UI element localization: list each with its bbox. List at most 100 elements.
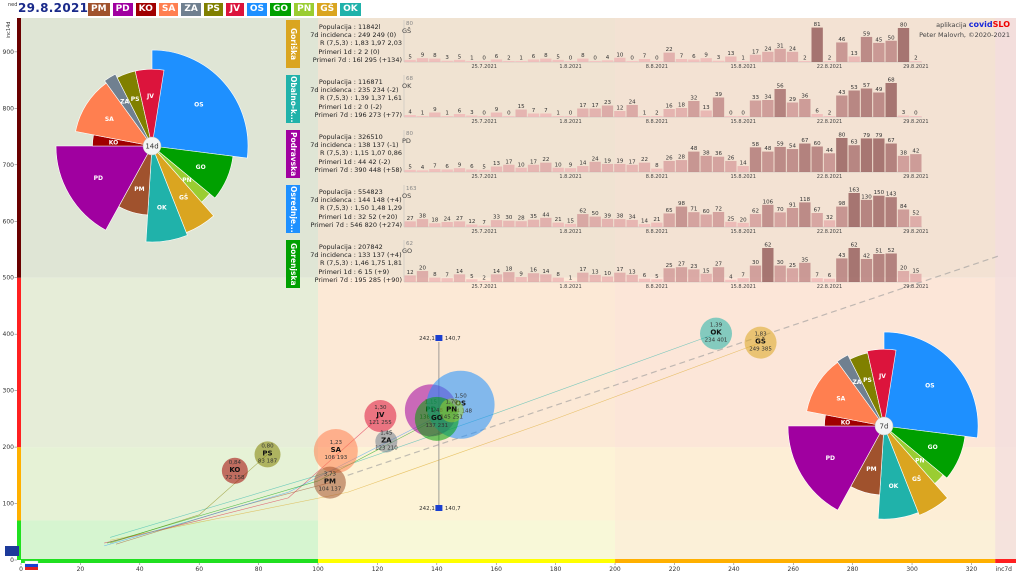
bar-value-label: 150 bbox=[874, 190, 885, 196]
flag-white bbox=[24, 560, 39, 565]
bar bbox=[614, 272, 626, 282]
bar-value-label: 43 bbox=[838, 90, 845, 96]
bar bbox=[873, 42, 885, 62]
bar bbox=[453, 274, 466, 282]
bar-value-label: 25 bbox=[789, 263, 796, 269]
bar-date-tick: 22.8.2021 bbox=[817, 284, 842, 290]
bar bbox=[749, 100, 762, 117]
bar-value-label: 38 bbox=[900, 150, 907, 156]
bar bbox=[897, 271, 910, 282]
region-tab-GO[interactable]: Gorenjska bbox=[286, 240, 300, 288]
bar-value-label: 1 bbox=[445, 111, 449, 117]
bar bbox=[725, 116, 737, 117]
bar bbox=[762, 151, 774, 172]
bar-value-label: 43 bbox=[838, 253, 845, 259]
pie-center bbox=[874, 416, 894, 436]
bar-value-label: 38 bbox=[616, 214, 623, 220]
bubble-r-value: 1,48 bbox=[431, 408, 444, 414]
bar-value-label: 53 bbox=[851, 85, 858, 91]
legend-chip-2[interactable]: KO bbox=[135, 3, 156, 16]
bar-value-label: 7 bbox=[482, 220, 486, 226]
region-tab-OK[interactable]: Obalno-k... bbox=[286, 75, 300, 123]
pie-slice-ZA bbox=[836, 354, 885, 427]
bar-value-label: 30 bbox=[777, 260, 784, 266]
bar bbox=[749, 265, 762, 282]
bar-value-label: 6 bbox=[458, 109, 462, 115]
bar bbox=[873, 254, 885, 282]
bar-value-label: 62 bbox=[764, 243, 771, 249]
bar-date-tick: 8.8.2021 bbox=[646, 229, 668, 235]
legend-chip-3[interactable]: SA bbox=[158, 3, 179, 16]
region-tab-PD[interactable]: Podravska bbox=[286, 130, 300, 178]
y-tick-label: 400 bbox=[3, 331, 15, 338]
stat-label-inc: 7d incidenca : bbox=[310, 196, 356, 205]
bar-value-label: 10 bbox=[518, 162, 525, 168]
x-tick-label: 200 bbox=[609, 566, 621, 573]
legend-chip-10[interactable]: GŠ bbox=[317, 3, 338, 16]
bar bbox=[540, 162, 552, 172]
bar bbox=[478, 116, 490, 117]
bar bbox=[441, 169, 453, 172]
bar bbox=[638, 162, 651, 172]
bar-value-label: 19 bbox=[616, 158, 623, 164]
stat-value-r: 1,46 1,75 1,81 bbox=[354, 259, 402, 268]
bar bbox=[762, 204, 774, 227]
risk-bar-v-0 bbox=[17, 520, 21, 560]
bubble-circle bbox=[364, 400, 397, 433]
bar bbox=[712, 267, 725, 282]
bar-value-label: 6 bbox=[692, 54, 696, 60]
stat-label-p1: Primeri 1d : bbox=[318, 47, 356, 56]
region-tab-GŠ[interactable]: Goriška bbox=[286, 20, 300, 68]
pie-label-JV: JV bbox=[878, 373, 886, 380]
region-tab-OS[interactable]: Osrednje... bbox=[286, 185, 300, 233]
bar bbox=[836, 206, 848, 227]
bar-ymax-label: 80 bbox=[406, 21, 413, 27]
legend-chip-0[interactable]: PM bbox=[88, 3, 110, 16]
bar-value-label: 17 bbox=[579, 267, 586, 273]
region-code: GO bbox=[402, 247, 413, 255]
legend-chip-8[interactable]: GO bbox=[270, 3, 292, 16]
bar-value-label: 7 bbox=[680, 54, 684, 60]
pie-slice-OS bbox=[883, 331, 979, 439]
legend-chip-7[interactable]: OS bbox=[246, 3, 268, 16]
bar-value-label: 80 bbox=[838, 133, 845, 139]
bar bbox=[441, 221, 453, 227]
bar bbox=[663, 52, 675, 62]
legend-chip-4[interactable]: ZA bbox=[181, 3, 201, 16]
bar-value-label: 3 bbox=[470, 110, 474, 116]
bar-value-label: 30 bbox=[505, 215, 512, 221]
y-tick-label: 100 bbox=[3, 501, 15, 508]
bar-value-label: 10 bbox=[616, 52, 623, 58]
bar bbox=[601, 218, 614, 227]
x-tick-label: 260 bbox=[788, 566, 800, 573]
bar-value-label: 13 bbox=[851, 51, 858, 57]
legend-chip-11[interactable]: OK bbox=[340, 3, 361, 16]
stat-value-p7: 195 285 (+90) bbox=[354, 275, 402, 284]
region-stats-PD: Populacija :326510 7d incidenca :138 137 … bbox=[302, 133, 402, 174]
legend-chip-5[interactable]: PS bbox=[203, 3, 223, 16]
bar-value-label: 14 bbox=[740, 161, 747, 167]
legend-chip-9[interactable]: PN bbox=[294, 3, 315, 16]
pie-label-PN: PN bbox=[915, 458, 924, 465]
risk-bar-h-1 bbox=[318, 559, 616, 563]
bar-value-label: 62 bbox=[851, 243, 858, 249]
bar bbox=[749, 54, 762, 62]
risk-bar-h-0 bbox=[21, 559, 319, 563]
bar-value-label: 163 bbox=[849, 188, 860, 194]
pie-label-KO: KO bbox=[841, 419, 850, 426]
bar-value-label: 27 bbox=[407, 216, 414, 222]
y-tick-label: 700 bbox=[3, 162, 15, 169]
bar-value-label: 52 bbox=[888, 248, 895, 254]
legend-chip-1[interactable]: PD bbox=[112, 3, 133, 16]
bar-value-label: 38 bbox=[703, 150, 710, 156]
bubble-code: GŠ bbox=[755, 337, 766, 346]
bubble-circle bbox=[313, 466, 346, 499]
legend-chip-6[interactable]: JV bbox=[225, 3, 244, 16]
bar-value-label: 5 bbox=[470, 274, 474, 280]
pie-slice-GO bbox=[883, 425, 966, 479]
bar bbox=[589, 274, 601, 282]
zone-bg-2 bbox=[615, 520, 1016, 560]
